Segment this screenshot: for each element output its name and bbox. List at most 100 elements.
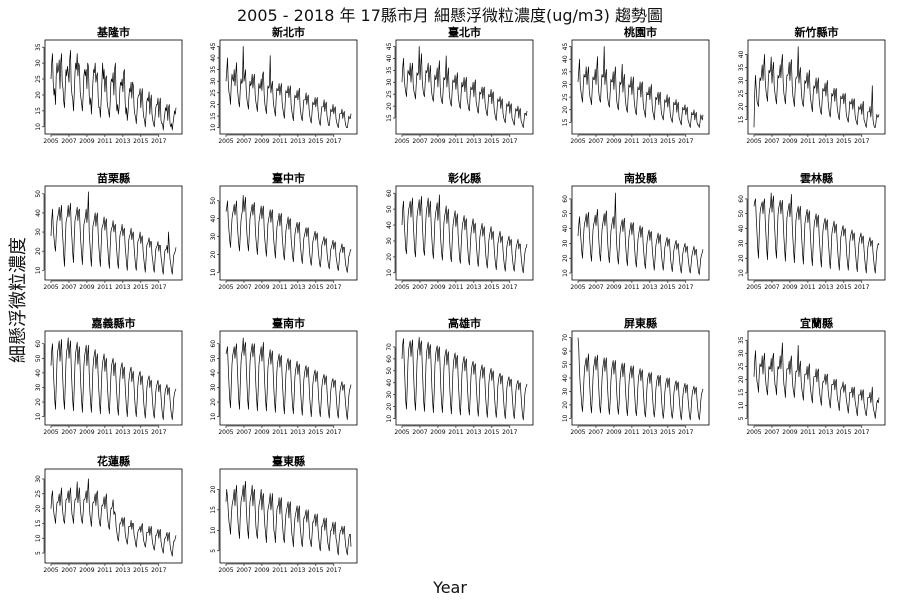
x-tick-label: 2015 xyxy=(133,284,148,291)
x-tick-label: 2009 xyxy=(782,284,797,291)
y-tick-label: 30 xyxy=(738,239,745,247)
x-tick-label: 2015 xyxy=(308,567,323,574)
x-tick-label: 2011 xyxy=(800,429,815,436)
plot-frame xyxy=(395,39,534,135)
y-tick-label: 40 xyxy=(386,221,393,229)
x-tick-label: 2017 xyxy=(151,429,166,436)
y-tick-label: 10 xyxy=(210,124,217,132)
y-tick-label: 15 xyxy=(562,118,569,126)
plot-frame xyxy=(747,330,886,426)
y-tick-label: 40 xyxy=(35,369,42,377)
x-tick-label: 2017 xyxy=(151,567,166,574)
x-tick-label: 2009 xyxy=(606,284,621,291)
plot-frame xyxy=(571,185,710,281)
x-tick-label: 2013 xyxy=(290,567,305,574)
y-tick-label: 20 xyxy=(35,398,42,406)
plot-frame xyxy=(219,185,358,281)
panel-title: 新北市 xyxy=(272,25,305,39)
y-tick-label: 10 xyxy=(210,268,217,276)
x-tick-label: 2011 xyxy=(272,284,287,291)
x-tick-label: 2009 xyxy=(254,567,269,574)
series-line-pm25-4 xyxy=(753,46,880,128)
x-tick-label: 2013 xyxy=(466,138,481,145)
y-tick-label: 20 xyxy=(738,103,745,111)
series-line-pm25-11 xyxy=(225,337,352,420)
x-tick-label: 2009 xyxy=(430,284,445,291)
x-tick-label: 2009 xyxy=(254,284,269,291)
y-tick-label: 40 xyxy=(386,54,393,62)
y-tick-label: 25 xyxy=(562,93,569,101)
panel-title: 苗栗縣 xyxy=(97,171,130,185)
x-tick-label: 2015 xyxy=(484,284,499,291)
x-tick-label: 2005 xyxy=(570,138,585,145)
x-tick-label: 2007 xyxy=(588,138,603,145)
y-tick-label: 40 xyxy=(35,209,42,217)
x-tick-label: 2005 xyxy=(394,138,409,145)
y-tick-label: 50 xyxy=(35,190,42,198)
y-tick-label: 40 xyxy=(210,54,217,62)
y-tick-label: 40 xyxy=(386,379,393,387)
x-tick-label: 2017 xyxy=(678,429,693,436)
x-tick-label: 2007 xyxy=(61,567,76,574)
panel-12: 高雄市 2005 2007 2009 2011 2013 2015 2017 10 20 30 40 5… xyxy=(386,316,534,436)
panel-title: 新竹縣市 xyxy=(795,25,839,39)
y-tick-label: 50 xyxy=(210,354,217,362)
x-tick-label: 2015 xyxy=(308,138,323,145)
panel-title: 南投縣 xyxy=(624,171,657,185)
x-tick-label: 2013 xyxy=(466,429,481,436)
x-tick-label: 2015 xyxy=(133,138,148,145)
y-tick-label: 30 xyxy=(386,237,393,245)
panel-4: 新竹縣市 2005 2007 2009 2011 2013 2015 2017 15 20 25 30… xyxy=(738,25,886,145)
x-tick-label: 2013 xyxy=(115,138,130,145)
x-tick-label: 2011 xyxy=(624,138,639,145)
y-tick-label: 60 xyxy=(210,340,217,348)
y-tick-label: 40 xyxy=(210,215,217,223)
y-tick-label: 10 xyxy=(210,526,217,534)
y-tick-label: 10 xyxy=(35,534,42,542)
y-tick-label: 35 xyxy=(738,336,745,344)
y-tick-label: 30 xyxy=(35,59,42,67)
x-tick-label: 2005 xyxy=(746,138,761,145)
plot-frame xyxy=(395,185,534,281)
x-tick-label: 2013 xyxy=(818,284,833,291)
y-tick-label: 10 xyxy=(386,415,393,423)
y-tick-label: 45 xyxy=(210,42,217,50)
x-tick-label: 2009 xyxy=(254,138,269,145)
panel-title: 基隆市 xyxy=(96,25,130,39)
x-tick-label: 2017 xyxy=(502,429,517,436)
x-tick-label: 2009 xyxy=(254,429,269,436)
y-tick-label: 25 xyxy=(386,90,393,98)
x-tick-label: 2013 xyxy=(290,429,305,436)
x-tick-label: 2013 xyxy=(818,429,833,436)
series-line-pm25-16 xyxy=(225,480,352,556)
panel-9: 雲林縣 2005 2007 2009 2011 2013 2015 2017 10 20 30 40 5… xyxy=(738,171,886,291)
x-tick-label: 2015 xyxy=(836,284,851,291)
y-tick-label: 5 xyxy=(35,551,42,555)
plot-frame xyxy=(571,39,710,135)
x-tick-label: 2013 xyxy=(115,284,130,291)
panel-11: 臺南市 2005 2007 2009 2011 2013 2015 2017 10 20 30 40 5… xyxy=(210,316,358,436)
y-tick-label: 60 xyxy=(562,347,569,355)
y-tick-label: 10 xyxy=(562,414,569,422)
x-tick-label: 2011 xyxy=(448,138,463,145)
y-tick-label: 25 xyxy=(35,75,42,83)
x-tick-label: 2009 xyxy=(606,138,621,145)
series-line-pm25-7 xyxy=(401,194,528,274)
y-tick-label: 30 xyxy=(35,383,42,391)
plot-frame xyxy=(571,330,710,426)
y-tick-label: 20 xyxy=(738,375,745,383)
y-tick-label: 40 xyxy=(562,374,569,382)
series-line-pm25-2 xyxy=(401,46,528,128)
y-tick-label: 20 xyxy=(210,100,217,108)
panel-10: 嘉義縣市 2005 2007 2009 2011 2013 2015 2017 10 20 30 40… xyxy=(35,316,183,436)
y-tick-label: 35 xyxy=(386,66,393,74)
y-tick-label: 15 xyxy=(35,519,42,527)
x-tick-label: 2007 xyxy=(236,567,251,574)
x-tick-label: 2005 xyxy=(43,284,58,291)
y-tick-label: 10 xyxy=(738,269,745,277)
y-tick-label: 60 xyxy=(386,355,393,363)
x-tick-label: 2013 xyxy=(466,284,481,291)
x-tick-label: 2011 xyxy=(448,284,463,291)
x-tick-label: 2017 xyxy=(854,429,869,436)
y-tick-label: 10 xyxy=(35,266,42,274)
